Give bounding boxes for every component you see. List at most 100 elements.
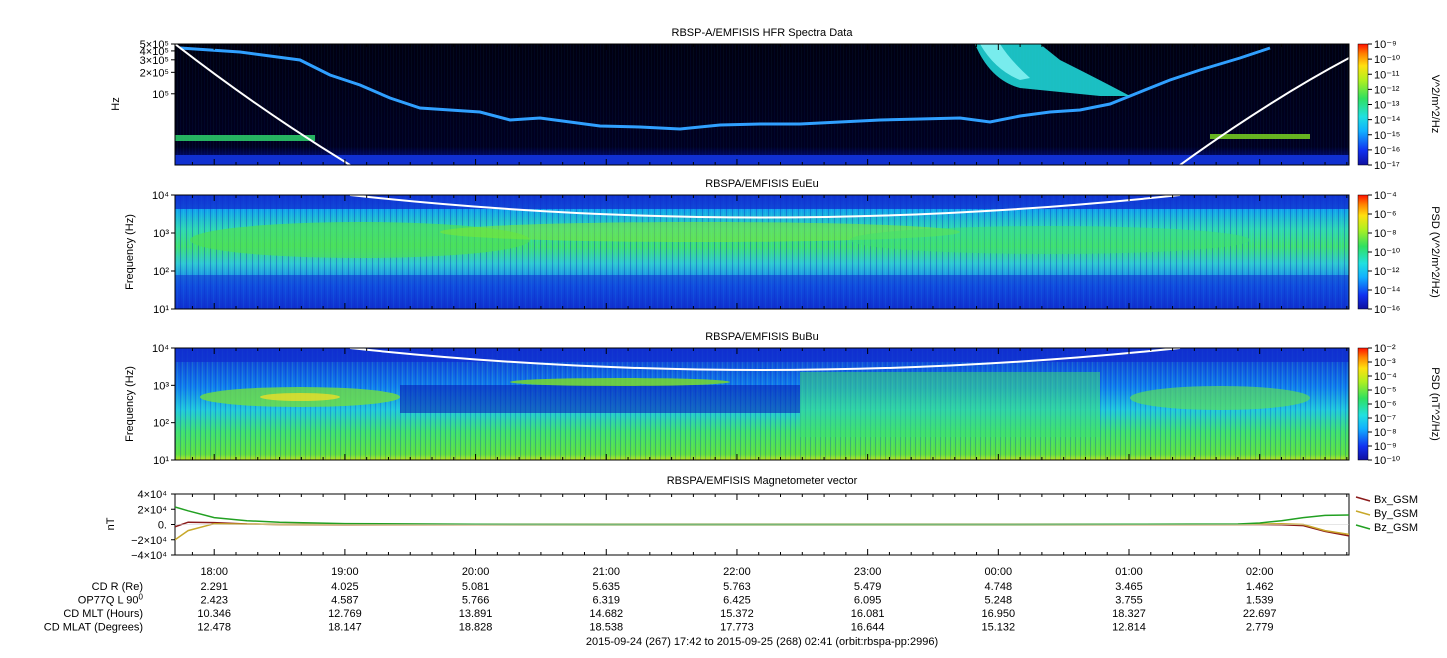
panel3-title: RBSPA/EMFISIS BuBu: [705, 331, 819, 343]
mag-ylabel: nT: [105, 517, 117, 530]
panel3-colorbar-tick-label: 10⁻³: [1374, 357, 1396, 369]
ephemeris-value: 4.748: [985, 581, 1013, 593]
ephemeris-value: 5.081: [462, 581, 490, 593]
ephemeris-value: 22.697: [1243, 608, 1277, 620]
panel3-ytick-label: 10¹: [153, 455, 169, 467]
ephemeris-value: 16.644: [851, 622, 885, 634]
ephemeris-value: 16.081: [851, 608, 885, 620]
ephemeris-value: 18.147: [328, 622, 362, 634]
ephemeris-value: 2.779: [1246, 622, 1274, 634]
x-tick-label: 01:00: [1115, 566, 1143, 578]
ephemeris-value: 3.465: [1115, 581, 1143, 593]
ephemeris-row-label: CD MLT (Hours): [63, 608, 143, 620]
panel2-title: RBSPA/EMFISIS EuEu: [705, 178, 819, 190]
ephemeris-row-label: OP77Q L 900: [78, 593, 144, 607]
panel2-ytick-label: 10²: [153, 266, 169, 278]
ephemeris-value: 17.773: [720, 622, 754, 634]
panel3-colorbar-tick-label: 10⁻⁴: [1374, 371, 1397, 383]
panel1-colorbar-tick-label: 10⁻¹³: [1374, 100, 1400, 112]
x-tick-label: 02:00: [1246, 566, 1274, 578]
panel2-colorbar-label: PSD (V^2/m^2/Hz): [1429, 206, 1441, 298]
mag-ytick-label: −2×10⁴: [131, 535, 167, 547]
panel2-colorbar-tick-label: 10⁻¹²: [1374, 266, 1400, 278]
legend-swatch: [1355, 510, 1371, 516]
ephemeris-value: 6.425: [723, 595, 751, 607]
panel2-colorbar-tick-label: 10⁻⁴: [1374, 190, 1397, 202]
legend-swatch: [1355, 496, 1371, 502]
legend-label: Bz_GSM: [1374, 522, 1418, 534]
panel3-ytick-label: 10⁴: [152, 343, 169, 355]
mag-ytick-label: 2×10⁴: [137, 504, 167, 516]
ephemeris-value: 3.755: [1115, 595, 1143, 607]
panel2-ylabel: Frequency (Hz): [124, 214, 136, 290]
x-tick-label: 22:00: [723, 566, 751, 578]
ephemeris-row-label: CD R (Re): [92, 581, 143, 593]
panel1-ytick-label: 4×10⁵: [140, 46, 169, 58]
panel2-colorbar-tick-label: 10⁻¹⁶: [1374, 304, 1400, 316]
x-tick-label: 20:00: [462, 566, 490, 578]
mag-title: RBSPA/EMFISIS Magnetometer vector: [667, 475, 858, 487]
panel3-spectrogram: [175, 348, 1349, 460]
ephemeris-value: 4.025: [331, 581, 359, 593]
ephemeris-value: 10.346: [197, 608, 231, 620]
panel3-colorbar-tick-label: 10⁻⁷: [1374, 413, 1396, 425]
panel3-colorbar-tick-label: 10⁻⁵: [1374, 385, 1397, 397]
ephemeris-value: 1.462: [1246, 581, 1274, 593]
panel1-ytick-label: 10⁵: [152, 89, 169, 101]
panel1-colorbar-tick-label: 10⁻¹¹: [1374, 69, 1400, 81]
panel2-colorbar: [1357, 194, 1369, 310]
x-tick-label: 19:00: [331, 566, 359, 578]
ephemeris-row-label: CD MLAT (Degrees): [44, 622, 143, 634]
panel2-colorbar-tick-label: 10⁻⁸: [1374, 228, 1397, 240]
legend-swatch: [1355, 524, 1371, 530]
ephemeris-value: 5.635: [592, 581, 620, 593]
panel1-ytick-label: 2×10⁵: [140, 67, 169, 79]
legend-label: By_GSM: [1374, 508, 1418, 520]
ephemeris-value: 5.479: [854, 581, 882, 593]
panel3-ytick-label: 10²: [153, 418, 169, 430]
ephemeris-value: 12.769: [328, 608, 362, 620]
footer-time-range: 2015-09-24 (267) 17:42 to 2015-09-25 (26…: [586, 636, 938, 648]
ephemeris-value: 15.132: [981, 622, 1015, 634]
panel1-colorbar-tick-label: 10⁻¹⁰: [1374, 54, 1401, 66]
panel1-title: RBSP-A/EMFISIS HFR Spectra Data: [672, 27, 854, 39]
ephemeris-value: 13.891: [459, 608, 493, 620]
ephemeris-value: 16.950: [981, 608, 1015, 620]
panel2-spectrogram: [175, 195, 1349, 309]
panel1-colorbar: [1357, 43, 1369, 166]
ephemeris-value: 5.248: [985, 595, 1013, 607]
legend-label: Bx_GSM: [1374, 494, 1418, 506]
panel3-colorbar: [1357, 347, 1369, 461]
ephemeris-value: 18.538: [589, 622, 623, 634]
mag-ytick-label: −4×10⁴: [131, 550, 167, 562]
panel2-colorbar-tick-label: 10⁻¹⁰: [1374, 247, 1401, 259]
panel1-spectrogram: [175, 44, 1349, 165]
ephemeris-value: 5.766: [462, 595, 490, 607]
mag-ytick-label: 0.: [158, 520, 167, 532]
ephemeris-value: 6.095: [854, 595, 882, 607]
panel1-colorbar-tick-label: 10⁻¹⁴: [1374, 115, 1401, 127]
ephemeris-value: 15.372: [720, 608, 754, 620]
ephemeris-value: 2.423: [200, 595, 228, 607]
panel3-colorbar-tick-label: 10⁻⁶: [1374, 399, 1397, 411]
panel1-ytick-label: 5×10⁵: [140, 39, 169, 51]
ephemeris-value: 12.478: [197, 622, 231, 634]
x-tick-label: 00:00: [985, 566, 1013, 578]
panel3-ytick-label: 10³: [153, 380, 169, 392]
ephemeris-value: 6.319: [592, 595, 620, 607]
panel1-colorbar-tick-label: 10⁻¹⁶: [1374, 145, 1400, 157]
panel1-ytick-label: 3×10⁵: [140, 55, 169, 67]
panel3-colorbar-tick-label: 10⁻²: [1374, 343, 1396, 355]
x-tick-label: 23:00: [854, 566, 882, 578]
panel3-colorbar-label: PSD (nT^2/Hz): [1429, 367, 1441, 441]
panel2-ytick-label: 10⁴: [152, 190, 169, 202]
panel2-colorbar-tick-label: 10⁻⁶: [1374, 209, 1397, 221]
ephemeris-value: 18.327: [1112, 608, 1146, 620]
panel3-colorbar-tick-label: 10⁻⁸: [1374, 427, 1397, 439]
panel2-ytick-label: 10¹: [153, 304, 169, 316]
panel1-colorbar-tick-label: 10⁻¹²: [1374, 84, 1400, 96]
panel2-ytick-label: 10³: [153, 228, 169, 240]
ephemeris-value: 2.291: [200, 581, 228, 593]
panel1-ylabel: Hz: [110, 97, 122, 110]
